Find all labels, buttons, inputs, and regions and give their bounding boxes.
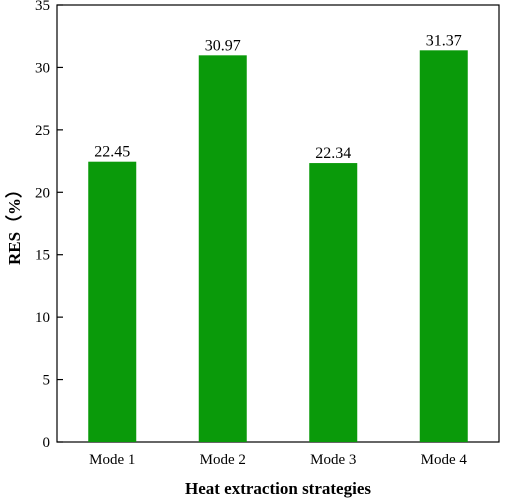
bar: [309, 163, 358, 442]
y-tick-label: 0: [43, 435, 51, 451]
y-tick-label: 35: [35, 0, 50, 14]
y-tick-label: 15: [35, 248, 50, 264]
x-axis-title: Heat extraction strategies: [185, 479, 371, 498]
bar: [419, 50, 468, 442]
x-tick-label: Mode 2: [200, 452, 246, 468]
x-tick-label: Mode 3: [310, 452, 356, 468]
data-label: 31.37: [426, 32, 462, 49]
x-tick-label: Mode 1: [89, 452, 135, 468]
y-tick-label: 30: [35, 60, 50, 76]
data-label: 22.34: [315, 145, 351, 162]
y-tick-label: 25: [35, 123, 50, 139]
y-axis: 0 5 10 15 20 25 30 35: [35, 0, 63, 451]
y-tick-label: 10: [35, 310, 50, 326]
bar: [198, 55, 247, 442]
bars-group: [88, 50, 468, 442]
y-tick-label: 20: [35, 185, 50, 201]
x-tick-label: Mode 4: [421, 452, 468, 468]
data-label: 30.97: [205, 37, 241, 54]
data-label: 22.45: [94, 144, 130, 161]
bar: [88, 161, 137, 442]
x-axis: Mode 1 Mode 2 Mode 3 Mode 4: [89, 436, 467, 468]
y-axis-title: RES（%）: [4, 181, 24, 265]
data-labels-group: 22.45 30.97 22.34 31.37: [94, 32, 462, 162]
y-tick-label: 5: [43, 373, 51, 389]
